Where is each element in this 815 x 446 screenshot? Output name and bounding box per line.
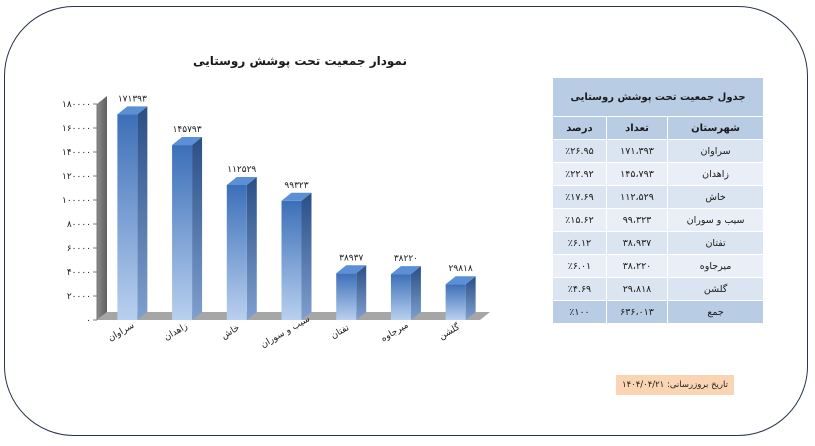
y-tick-label: ۱۸۰۰۰۰ xyxy=(62,100,91,110)
bar-top xyxy=(390,266,421,275)
bar-top xyxy=(117,106,148,115)
cell-count: ۹۹،۳۲۳ xyxy=(605,208,669,232)
bar-side xyxy=(356,265,367,320)
bar-value-label: ۳۸۹۳۷ xyxy=(339,253,363,263)
cell-county: زاهدان xyxy=(667,162,764,186)
table-row: گلشن ۲۹،۸۱۸ ٪۴.۶۹ xyxy=(552,277,764,301)
table-row: میرجاوه ۳۸،۲۲۰ ٪۶.۰۱ xyxy=(552,254,764,278)
y-tick-label: ۱۲۰۰۰۰ xyxy=(62,172,91,182)
bar-value-label: ۱۱۲۵۲۹ xyxy=(227,165,256,175)
cell-count: ۲۹،۸۱۸ xyxy=(605,277,669,301)
cell-county: میرجاوه xyxy=(667,254,764,278)
chart-back-wall xyxy=(97,96,107,320)
table-title-row: جدول جمعیت تحت پوشش روستایی xyxy=(552,77,764,117)
table-header-row: شهرستان تعداد درصد xyxy=(552,116,764,140)
cell-county: سراوان xyxy=(667,139,764,163)
table-row: سیب و سوران ۹۹،۳۲۳ ٪۱۵.۶۲ xyxy=(552,208,764,232)
y-tick-label: ۱۶۰۰۰۰ xyxy=(62,124,91,134)
table-total-row: جمع ۶۳۶،۰۱۳ ٪۱۰۰ xyxy=(552,300,764,324)
x-tick-label: میرجاوه xyxy=(379,320,410,344)
cell-count: ۱۴۵،۷۹۳ xyxy=(605,162,669,186)
bar xyxy=(390,274,411,320)
y-tick-label: ۰ xyxy=(86,316,91,326)
cell-county: خاش xyxy=(667,185,764,209)
cell-count: ۳۸،۹۳۷ xyxy=(605,231,669,255)
cell-total-label: جمع xyxy=(667,300,764,324)
cell-percent: ٪۶.۱۲ xyxy=(552,231,607,255)
x-tick-label: زاهدان xyxy=(163,322,190,343)
bar-value-label: ۳۸۲۲۰ xyxy=(394,254,418,264)
bar xyxy=(445,284,466,320)
bar-value-label: ۲۹۸۱۸ xyxy=(449,264,473,274)
bar-value-label: ۹۹۳۲۳ xyxy=(284,181,308,191)
table-row: زاهدان ۱۴۵،۷۹۳ ٪۲۲.۹۲ xyxy=(552,162,764,186)
bar-top xyxy=(445,276,476,285)
bar-top xyxy=(336,265,367,274)
bar-value-label: ۱۴۵۷۹۳ xyxy=(173,125,202,135)
cell-percent: ٪۲۶.۹۵ xyxy=(552,139,607,163)
cell-percent: ٪۱۵.۶۲ xyxy=(552,208,607,232)
cell-percent: ٪۴.۶۹ xyxy=(552,277,607,301)
bar-side xyxy=(410,266,421,320)
bar-side xyxy=(137,106,148,320)
x-tick-label: تفتان xyxy=(329,323,351,341)
bar xyxy=(117,114,138,320)
header-count: تعداد xyxy=(605,116,669,140)
bar-top xyxy=(281,192,312,201)
table-title: جدول جمعیت تحت پوشش روستایی xyxy=(552,77,764,117)
y-tick-label: ۴۰۰۰۰ xyxy=(67,268,91,278)
bar xyxy=(172,145,193,320)
bar-side xyxy=(465,276,476,320)
header-county: شهرستان xyxy=(667,116,764,140)
y-tick-label: ۱۰۰۰۰۰ xyxy=(62,196,91,206)
bar-top xyxy=(172,137,203,146)
bar xyxy=(226,184,247,320)
x-tick-label: گلشن xyxy=(437,320,463,342)
cell-total-percent: ٪۱۰۰ xyxy=(552,300,607,324)
cell-count: ۱۱۲،۵۲۹ xyxy=(605,185,669,209)
bar-side xyxy=(301,192,312,320)
chart-title: نمودار جمعیت تحت پوشش روستایی xyxy=(193,54,407,68)
y-tick-label: ۱۴۰۰۰۰ xyxy=(62,148,91,158)
bar-side xyxy=(246,176,257,320)
y-tick-label: ۲۰۰۰۰ xyxy=(67,292,91,302)
cell-total-count: ۶۳۶،۰۱۳ xyxy=(605,300,669,324)
cell-percent: ٪۲۲.۹۲ xyxy=(552,162,607,186)
cell-percent: ٪۱۷.۶۹ xyxy=(552,185,607,209)
bar-value-label: ۱۷۱۳۹۳ xyxy=(118,94,147,104)
update-date: تاریخ بروزرسانی: ۱۴۰۴/۰۴/۲۱ xyxy=(616,375,734,395)
x-tick-label: خاش xyxy=(220,323,242,341)
population-table: جدول جمعیت تحت پوشش روستایی شهرستان تعدا… xyxy=(552,77,764,324)
bar xyxy=(281,200,302,320)
cell-county: گلشن xyxy=(667,277,764,301)
cell-county: سیب و سوران xyxy=(667,208,764,232)
cell-count: ۳۸،۲۲۰ xyxy=(605,254,669,278)
cell-count: ۱۷۱،۳۹۳ xyxy=(605,139,669,163)
table-row: سراوان ۱۷۱،۳۹۳ ٪۲۶.۹۵ xyxy=(552,139,764,163)
cell-percent: ٪۶.۰۱ xyxy=(552,254,607,278)
table-row: خاش ۱۱۲،۵۲۹ ٪۱۷.۶۹ xyxy=(552,185,764,209)
y-tick-label: ۶۰۰۰۰ xyxy=(67,244,91,254)
bar-side xyxy=(192,137,203,320)
cell-county: تفتان xyxy=(667,231,764,255)
table-row: تفتان ۳۸،۹۳۷ ٪۶.۱۲ xyxy=(552,231,764,255)
y-tick-label: ۸۰۰۰۰ xyxy=(67,220,91,230)
bar-top xyxy=(226,176,257,185)
header-percent: درصد xyxy=(552,116,607,140)
bar xyxy=(336,273,357,320)
x-tick-label: سراوان xyxy=(107,321,137,344)
